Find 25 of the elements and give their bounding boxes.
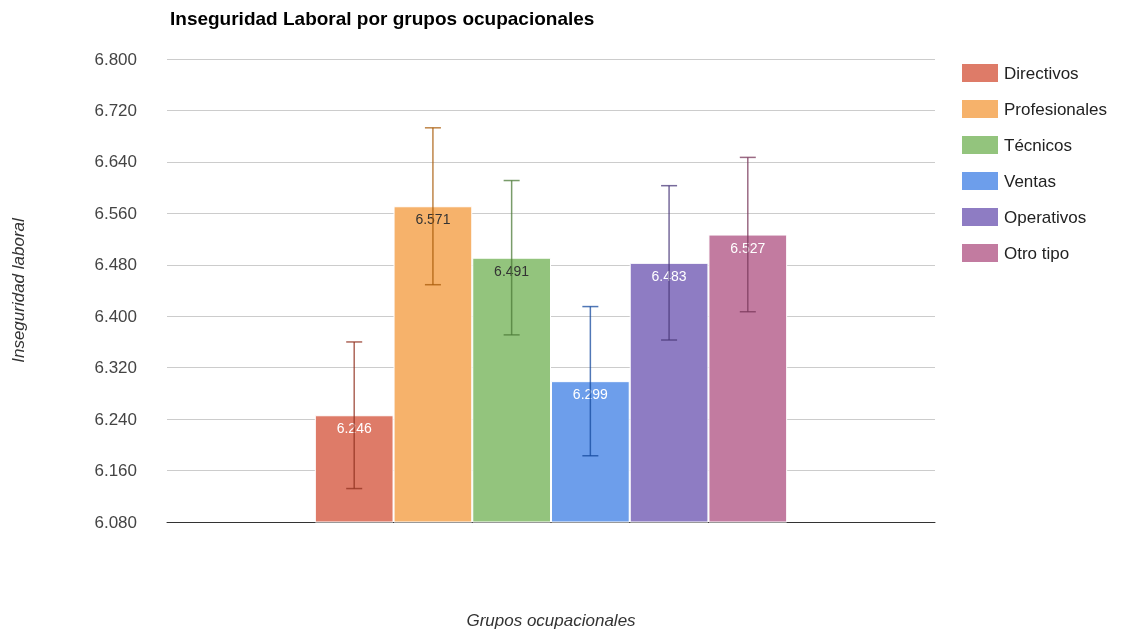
legend-label: Técnicos bbox=[1004, 135, 1073, 155]
data-label: 6.246 bbox=[336, 420, 372, 437]
data-label: 6.483 bbox=[651, 267, 687, 284]
chart-title: Inseguridad Laboral por grupos ocupacionales bbox=[170, 8, 595, 29]
data-label: 6.527 bbox=[730, 239, 766, 256]
legend-label: Otro tipo bbox=[1004, 243, 1070, 263]
y-tick-label: 6.400 bbox=[94, 306, 137, 326]
legend-label: Profesionales bbox=[1004, 99, 1108, 119]
y-tick-label: 6.800 bbox=[94, 49, 137, 69]
y-tick-label: 6.720 bbox=[94, 100, 137, 120]
legend-label: Directivos bbox=[1004, 63, 1079, 83]
y-tick-label: 6.320 bbox=[94, 358, 137, 378]
data-label: 6.491 bbox=[494, 262, 530, 279]
x-axis-title: Grupos ocupacionales bbox=[466, 611, 637, 630]
y-tick-label: 6.160 bbox=[94, 461, 137, 481]
legend-label: Ventas bbox=[1004, 171, 1056, 191]
y-tick-label: 6.640 bbox=[94, 152, 137, 172]
y-tick-label: 6.480 bbox=[94, 255, 137, 275]
y-tick-label: 6.080 bbox=[94, 512, 137, 532]
data-label: 6.571 bbox=[415, 211, 451, 228]
y-axis-title: Inseguridad laboral bbox=[9, 216, 28, 363]
data-label: 6.299 bbox=[572, 386, 609, 403]
y-tick-label: 6.560 bbox=[94, 203, 137, 223]
y-tick-label: 6.240 bbox=[94, 409, 137, 429]
legend-label: Operativos bbox=[1004, 207, 1087, 227]
